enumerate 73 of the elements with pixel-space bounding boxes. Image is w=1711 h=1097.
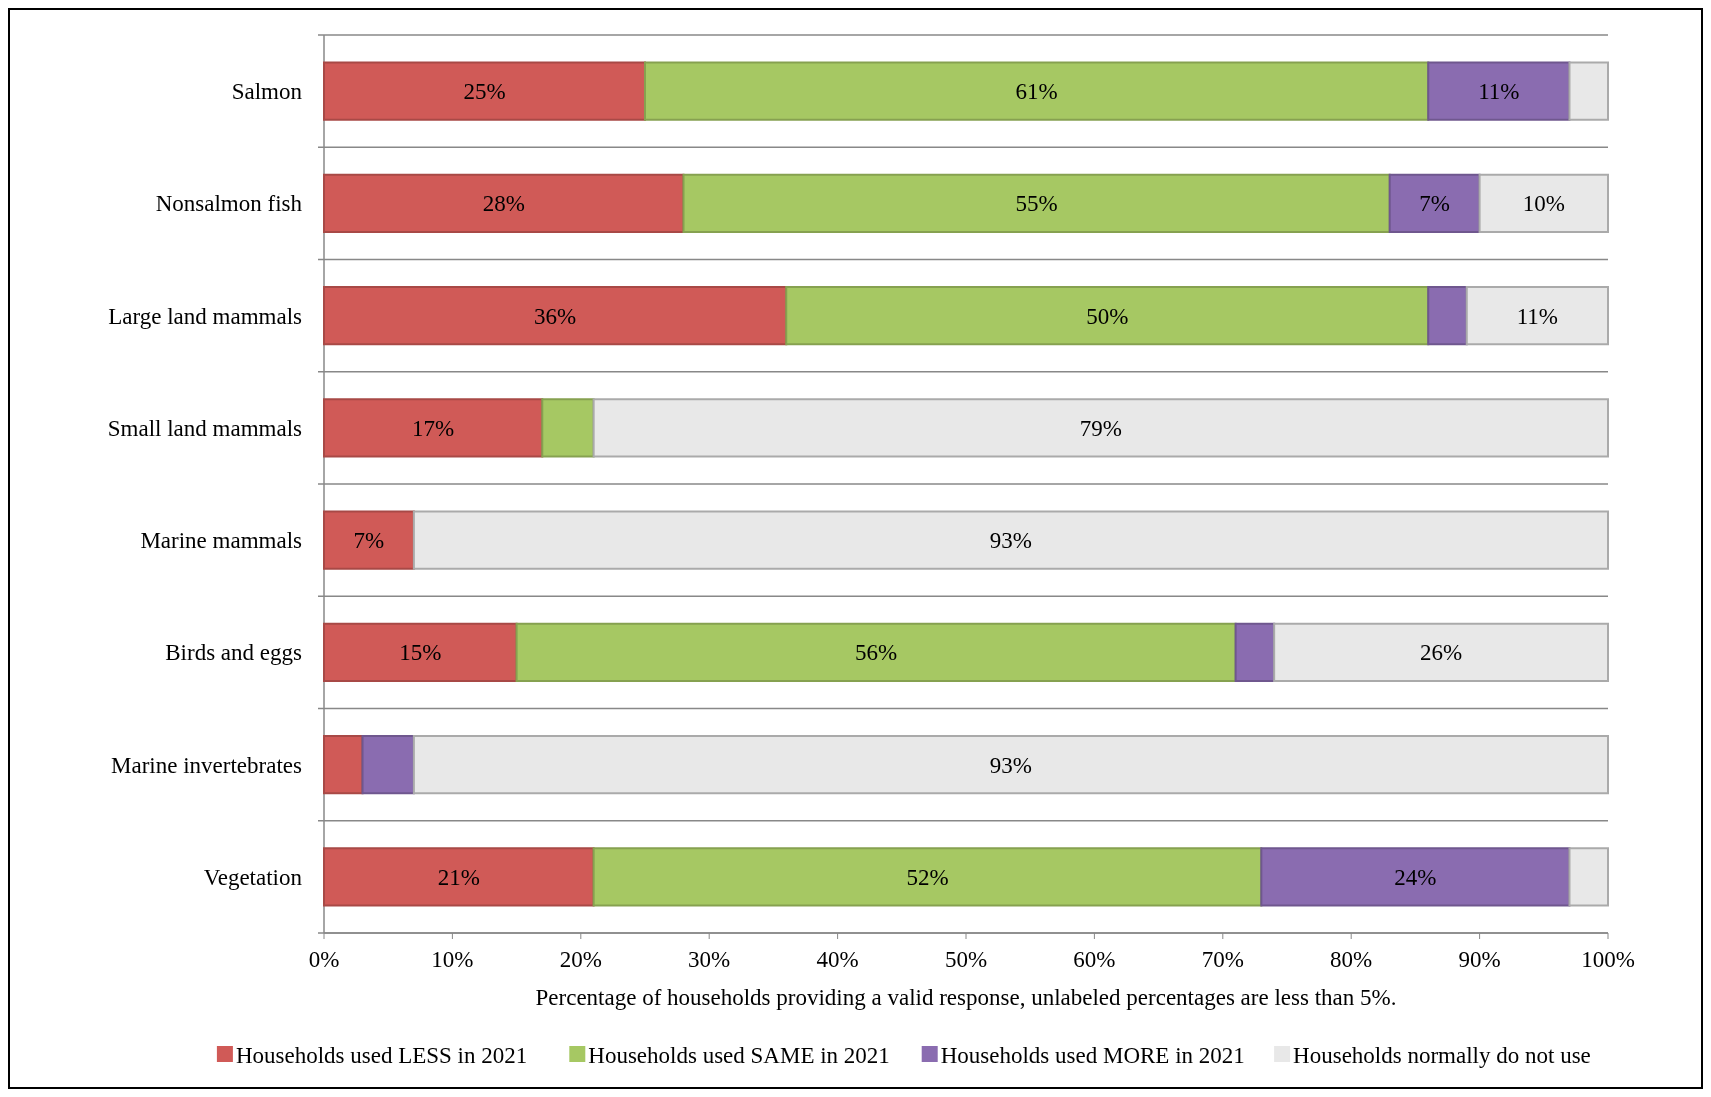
x-tick-label: 60%	[1073, 947, 1116, 972]
x-tick-label: 30%	[688, 947, 731, 972]
bar	[361, 735, 415, 795]
bar	[541, 398, 595, 458]
x-tick-label: 0%	[308, 947, 340, 972]
y-tick-label: Birds and eggs	[165, 640, 303, 666]
legend-label: Households used MORE in 2021	[940, 1043, 1245, 1069]
y-tick-label: Marine mammals	[140, 528, 303, 554]
data-label: 79%	[1079, 415, 1122, 441]
bar	[1465, 286, 1609, 346]
data-label: 56%	[855, 640, 898, 666]
legend-label: Households normally do not use	[1293, 1043, 1591, 1069]
bar	[785, 286, 1430, 346]
x-tick-label: 80%	[1330, 947, 1373, 972]
data-label: 28%	[482, 191, 525, 217]
data-label: 25%	[463, 79, 506, 105]
bar	[412, 735, 1609, 795]
x-tick-label: 40%	[816, 947, 859, 972]
data-label: 55%	[1015, 191, 1058, 217]
bar	[323, 847, 595, 907]
data-label: 7%	[353, 528, 385, 554]
x-axis-title: Percentage of households providing a valid response, unlabeled percentages are less than 5%.	[535, 985, 1397, 1010]
y-tick-label: Small land mammals	[107, 415, 303, 441]
bar	[412, 510, 1609, 570]
x-tick-label: 100%	[1581, 947, 1635, 972]
bar	[323, 622, 518, 682]
bar	[1388, 173, 1481, 233]
data-label: 24%	[1394, 864, 1437, 890]
legend-label: Households used LESS in 2021	[235, 1043, 528, 1069]
bar	[323, 61, 646, 121]
x-tick-label: 10%	[431, 947, 474, 972]
data-label: 10%	[1522, 191, 1565, 217]
data-label: 36%	[534, 303, 577, 329]
bar	[1273, 622, 1609, 682]
bar	[1568, 847, 1609, 907]
y-tick-label: Salmon	[231, 79, 303, 105]
bar	[1427, 286, 1468, 346]
bar	[515, 622, 1237, 682]
bar	[644, 61, 1430, 121]
legend-label: Households used SAME in 2021	[588, 1043, 890, 1069]
data-label: 21%	[437, 864, 480, 890]
bar	[323, 510, 415, 570]
y-tick-label: Marine invertebrates	[111, 752, 303, 778]
data-label: 52%	[906, 864, 949, 890]
bar	[1568, 61, 1609, 121]
data-label: 15%	[399, 640, 442, 666]
data-label: 26%	[1419, 640, 1463, 666]
data-label: 93%	[989, 752, 1033, 778]
y-tick-label: Large land mammals	[108, 303, 303, 329]
y-tick-label: Vegetation	[203, 864, 303, 890]
bar	[323, 735, 364, 795]
x-tick-label: 70%	[1201, 947, 1244, 972]
x-tick-label: 90%	[1458, 947, 1501, 972]
data-label: 61%	[1015, 79, 1058, 105]
data-label: 11%	[1478, 79, 1520, 105]
bar	[323, 173, 685, 233]
data-label: 93%	[989, 528, 1033, 554]
data-label: 50%	[1086, 303, 1129, 329]
bar	[1260, 847, 1571, 907]
bar	[592, 398, 1609, 458]
data-label: 7%	[1419, 191, 1450, 217]
bar	[1234, 622, 1276, 682]
bar	[323, 398, 544, 458]
x-tick-label: 50%	[944, 947, 988, 972]
bar	[682, 173, 1391, 233]
x-tick-label: 20%	[559, 947, 602, 972]
bar	[1427, 61, 1571, 121]
y-tick-label: Nonsalmon fish	[155, 191, 303, 217]
bar	[1478, 173, 1609, 233]
bar	[323, 286, 788, 346]
bar	[592, 847, 1263, 907]
data-label: 17%	[412, 415, 455, 441]
data-label: 11%	[1516, 303, 1559, 329]
